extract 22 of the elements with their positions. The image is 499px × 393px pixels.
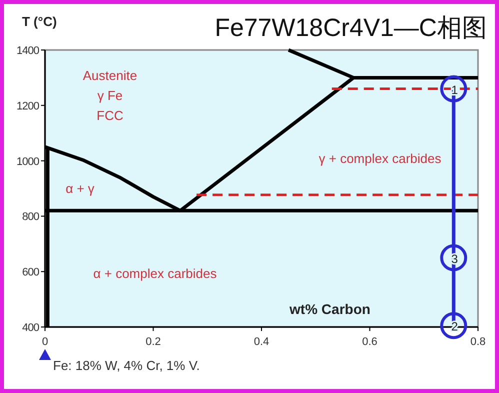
y-tick-label: 1000: [16, 156, 40, 168]
y-tick-label: 400: [22, 322, 40, 334]
annotation: γ Fe: [97, 88, 123, 103]
x-axis-title: wt% Carbon: [288, 301, 370, 317]
y-tick-label: 600: [22, 266, 40, 279]
y-axis-title: T (°C): [22, 14, 57, 29]
annotation: FCC: [96, 108, 124, 123]
chart-title: Fe77W18Cr4V1—C相图: [214, 14, 487, 42]
x-tick-label: 0.6: [362, 336, 378, 348]
y-tick-label: 800: [22, 211, 40, 224]
annotation: γ + complex carbides: [318, 151, 442, 166]
annotation: α + complex carbides: [93, 266, 218, 281]
annotation: 1: [451, 82, 458, 97]
x-tick-label: 0: [42, 336, 48, 348]
x-tick-label: 0.4: [254, 336, 270, 348]
x-tick-label: 0.2: [146, 336, 161, 348]
y-tick-label: 1400: [16, 45, 40, 57]
annotation: Austenite: [82, 68, 138, 83]
x-tick-label: 0.8: [470, 336, 486, 348]
text: Fe: 18% W, 4% Cr, 1% V.: [53, 358, 200, 373]
annotation: α + γ: [66, 181, 95, 196]
y-tick-label: 1200: [16, 100, 40, 112]
